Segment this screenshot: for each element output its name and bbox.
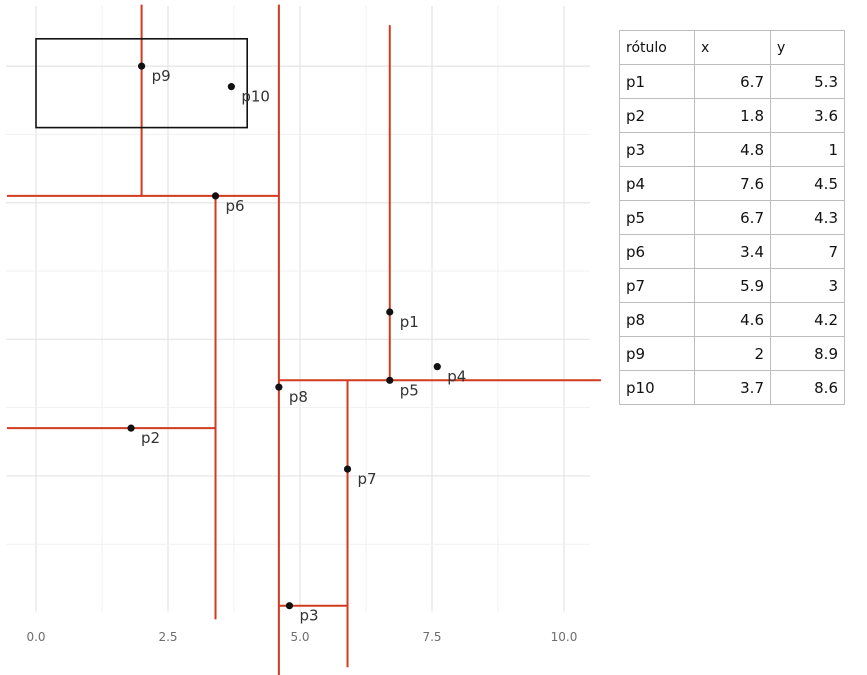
x-tick-label: 2.5: [158, 630, 177, 644]
point-label-p4: p4: [447, 368, 466, 386]
points: p1 p2 p3 p4 p5 p6 p7 p8 p9 p10: [127, 62, 466, 625]
point-label-p5: p5: [400, 381, 419, 399]
cell-x: 6.7: [694, 64, 771, 99]
cell-label: p3: [619, 132, 695, 167]
x-tick-label: 7.5: [422, 630, 441, 644]
point-p9: [138, 62, 146, 70]
cell-label: p9: [619, 336, 695, 371]
point-p4: [433, 363, 441, 371]
x-tick-label: 0.0: [26, 630, 45, 644]
cell-y: 8.9: [770, 336, 845, 371]
x-tick-label: 5.0: [290, 630, 309, 644]
table-row: p6 3.4 7: [619, 234, 845, 269]
point-label-p9: p9: [152, 67, 171, 85]
point-label-p6: p6: [226, 197, 245, 215]
cell-x: 7.6: [694, 166, 771, 201]
cell-x: 4.8: [694, 132, 771, 167]
cell-y: 7: [770, 234, 845, 269]
kd-tree-plot: p1 p2 p3 p4 p5 p6 p7 p8 p9 p10 0.0 2.5 5.0 7.5 10.0: [6, 4, 601, 675]
table-header-row: rótulo x y: [619, 30, 845, 65]
x-tick-label: 10.0: [551, 630, 578, 644]
table-row: p10 3.7 8.6: [619, 370, 845, 405]
cell-label: p10: [619, 370, 695, 405]
points-table-container: rótulo x y p1 6.7 5.3 p2 1.8 3.6 p3 4.8 1 p4 7.6 4.…: [619, 30, 845, 405]
cell-y: 4.5: [770, 166, 845, 201]
cell-x: 4.6: [694, 302, 771, 337]
cell-label: p7: [619, 268, 695, 303]
header-y: y: [770, 30, 845, 65]
point-label-p7: p7: [358, 470, 377, 488]
query-rectangle: [35, 38, 248, 129]
cell-label: p4: [619, 166, 695, 201]
cell-y: 8.6: [770, 370, 845, 405]
cell-label: p6: [619, 234, 695, 269]
table-row: p3 4.8 1: [619, 132, 845, 167]
point-label-p10: p10: [241, 88, 270, 106]
table-row: p7 5.9 3: [619, 268, 845, 303]
cell-x: 2: [694, 336, 771, 371]
point-p1: [386, 308, 394, 316]
point-p2: [127, 424, 135, 432]
cell-y: 1: [770, 132, 845, 167]
cell-label: p2: [619, 98, 695, 133]
table-row: p5 6.7 4.3: [619, 200, 845, 235]
points-table: rótulo x y p1 6.7 5.3 p2 1.8 3.6 p3 4.8 1 p4 7.6 4.…: [619, 30, 845, 405]
cell-y: 5.3: [770, 64, 845, 99]
cell-y: 3.6: [770, 98, 845, 133]
point-p3: [285, 602, 294, 610]
point-label-p8: p8: [289, 388, 308, 406]
cell-y: 4.2: [770, 302, 845, 337]
table-row: p8 4.6 4.2: [619, 302, 845, 337]
point-p6: [211, 192, 220, 200]
kd-split-lines: [6, 4, 601, 675]
cell-x: 3.4: [694, 234, 771, 269]
table-row: p1 6.7 5.3: [619, 64, 845, 99]
table-row: p2 1.8 3.6: [619, 98, 845, 133]
cell-y: 4.3: [770, 200, 845, 235]
cell-x: 3.7: [694, 370, 771, 405]
header-x: x: [694, 30, 771, 65]
x-axis-ticks: 0.0 2.5 5.0 7.5 10.0: [26, 630, 577, 644]
grid: [6, 6, 590, 612]
point-p8: [275, 383, 283, 391]
table-row: p4 7.6 4.5: [619, 166, 845, 201]
table-row: p9 2 8.9: [619, 336, 845, 371]
point-p7: [343, 465, 352, 473]
point-p5: [386, 376, 394, 384]
cell-y: 3: [770, 268, 845, 303]
cell-x: 6.7: [694, 200, 771, 235]
cell-label: p8: [619, 302, 695, 337]
cell-label: p5: [619, 200, 695, 235]
point-label-p2: p2: [141, 429, 160, 447]
cell-label: p1: [619, 64, 695, 99]
cell-x: 5.9: [694, 268, 771, 303]
header-label: rótulo: [619, 30, 695, 65]
point-label-p3: p3: [299, 607, 318, 625]
point-p10: [227, 83, 235, 91]
cell-x: 1.8: [694, 98, 771, 133]
point-label-p1: p1: [400, 313, 419, 331]
